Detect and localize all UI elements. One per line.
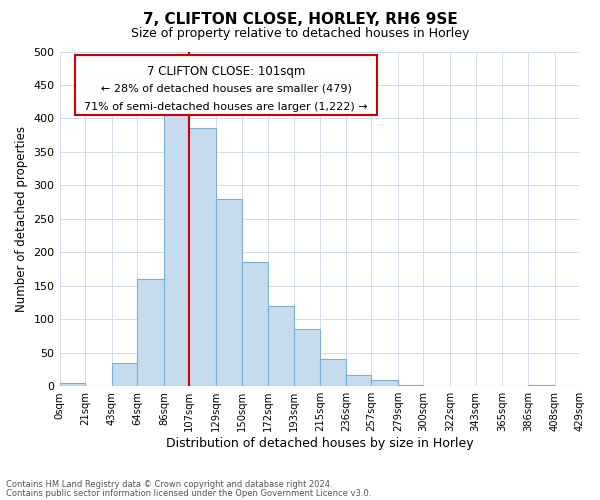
Bar [371, 380, 398, 386]
Bar [112, 363, 137, 386]
Text: Contains HM Land Registry data © Crown copyright and database right 2024.: Contains HM Land Registry data © Crown c… [6, 480, 332, 489]
Bar [346, 375, 371, 386]
Bar [59, 383, 85, 386]
Text: 71% of semi-detached houses are larger (1,222) →: 71% of semi-detached houses are larger (… [84, 102, 368, 112]
Text: 7, CLIFTON CLOSE, HORLEY, RH6 9SE: 7, CLIFTON CLOSE, HORLEY, RH6 9SE [143, 12, 457, 28]
Bar [268, 306, 293, 386]
Bar [242, 262, 268, 386]
Bar [216, 199, 242, 386]
Bar [320, 360, 346, 386]
Y-axis label: Number of detached properties: Number of detached properties [15, 126, 28, 312]
Text: Size of property relative to detached houses in Horley: Size of property relative to detached ho… [131, 28, 469, 40]
Text: 7 CLIFTON CLOSE: 101sqm: 7 CLIFTON CLOSE: 101sqm [147, 65, 305, 78]
Text: Contains public sector information licensed under the Open Government Licence v3: Contains public sector information licen… [6, 488, 371, 498]
Bar [528, 385, 554, 386]
Bar [293, 330, 320, 386]
Bar [137, 279, 164, 386]
FancyBboxPatch shape [75, 55, 377, 115]
Text: ← 28% of detached houses are smaller (479): ← 28% of detached houses are smaller (47… [101, 84, 352, 94]
X-axis label: Distribution of detached houses by size in Horley: Distribution of detached houses by size … [166, 437, 473, 450]
Bar [398, 385, 424, 386]
Bar [190, 128, 216, 386]
Bar [164, 112, 190, 386]
